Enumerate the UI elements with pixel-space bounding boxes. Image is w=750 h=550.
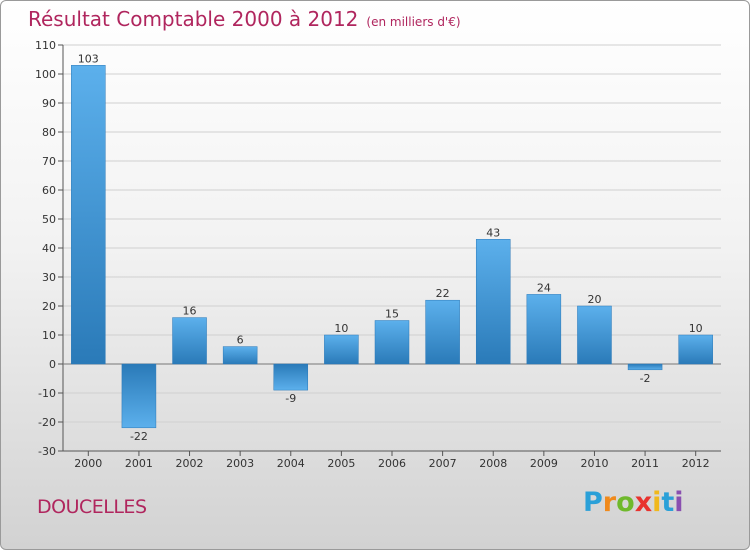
bar-value-label: 15 — [385, 308, 399, 321]
y-tick-label: 30 — [42, 271, 56, 284]
logo-letter: r — [602, 487, 617, 518]
bar — [627, 363, 663, 371]
bar — [577, 305, 612, 365]
logo-letter: t — [661, 487, 675, 518]
bar-value-label: 22 — [436, 287, 450, 300]
bar — [374, 320, 410, 365]
y-tick-label: 0 — [49, 358, 56, 371]
logo-letter: o — [616, 487, 635, 518]
x-tick-label: 2001 — [125, 457, 153, 470]
y-tick-label: 10 — [42, 329, 56, 342]
logo-letter: P — [583, 487, 603, 518]
x-tick-label: 2005 — [327, 457, 355, 470]
x-tick-label: 2006 — [378, 457, 406, 470]
location-name: DOUCELLES — [37, 496, 147, 518]
bar-value-label: -22 — [130, 430, 148, 443]
y-tick-label: 110 — [35, 39, 56, 52]
logo-letter: x — [634, 487, 653, 518]
y-tick-label: 100 — [35, 68, 56, 81]
y-tick-label: 90 — [42, 97, 56, 110]
x-tick-label: 2002 — [176, 457, 204, 470]
x-tick-label: 2000 — [74, 457, 102, 470]
bar-value-label: 10 — [689, 322, 703, 335]
y-tick-label: 80 — [42, 126, 56, 139]
bar-value-label: 103 — [78, 52, 99, 65]
bar-value-label: -2 — [640, 372, 651, 385]
x-tick-label: 2004 — [277, 457, 305, 470]
x-tick-label: 2008 — [479, 457, 507, 470]
y-tick-label: -10 — [38, 387, 56, 400]
x-tick-label: 2011 — [631, 457, 659, 470]
y-tick-label: 70 — [42, 155, 56, 168]
plot-area: -30 -20 -10 0 10 20 30 40 50 60 70 80 90 100 110 103 200… — [35, 39, 721, 470]
bar — [475, 239, 511, 365]
y-tick-label: 20 — [42, 300, 56, 313]
bar-value-label: 10 — [334, 322, 348, 335]
y-tick-label: 40 — [42, 242, 56, 255]
x-tick-label: 2003 — [226, 457, 254, 470]
bar — [526, 294, 562, 365]
bar — [71, 65, 106, 365]
logo-letter: i — [674, 487, 684, 518]
bar-value-label: 24 — [537, 281, 551, 294]
logo-letter: i — [652, 487, 662, 518]
y-tick-label: 50 — [42, 213, 56, 226]
bar-value-label: 16 — [183, 305, 197, 318]
bar-value-label: 20 — [587, 293, 601, 306]
bar-value-label: -9 — [285, 392, 296, 405]
x-tick-label: 2009 — [530, 457, 558, 470]
bar — [678, 334, 713, 365]
x-tick-label: 2010 — [580, 457, 608, 470]
chart-subtitle: (en milliers d'€) — [366, 15, 461, 29]
bar-value-label: 6 — [237, 334, 244, 347]
bar — [222, 346, 258, 365]
bar-value-label: 43 — [486, 226, 500, 239]
proxiti-logo: Proxiti — [583, 487, 684, 518]
y-tick-label: -20 — [38, 416, 56, 429]
y-tick-label: -30 — [38, 445, 56, 458]
chart-title: Résultat Comptable 2000 à 2012 (en millie… — [28, 7, 461, 31]
y-tick-label: 60 — [42, 184, 56, 197]
bar — [425, 299, 460, 365]
bar — [324, 334, 359, 365]
x-tick-label: 2012 — [682, 457, 710, 470]
chart-title-text: Résultat Comptable 2000 à 2012 — [28, 7, 359, 31]
bar — [172, 317, 207, 365]
bar — [273, 363, 309, 391]
bar — [121, 363, 157, 429]
x-tick-label: 2007 — [429, 457, 457, 470]
